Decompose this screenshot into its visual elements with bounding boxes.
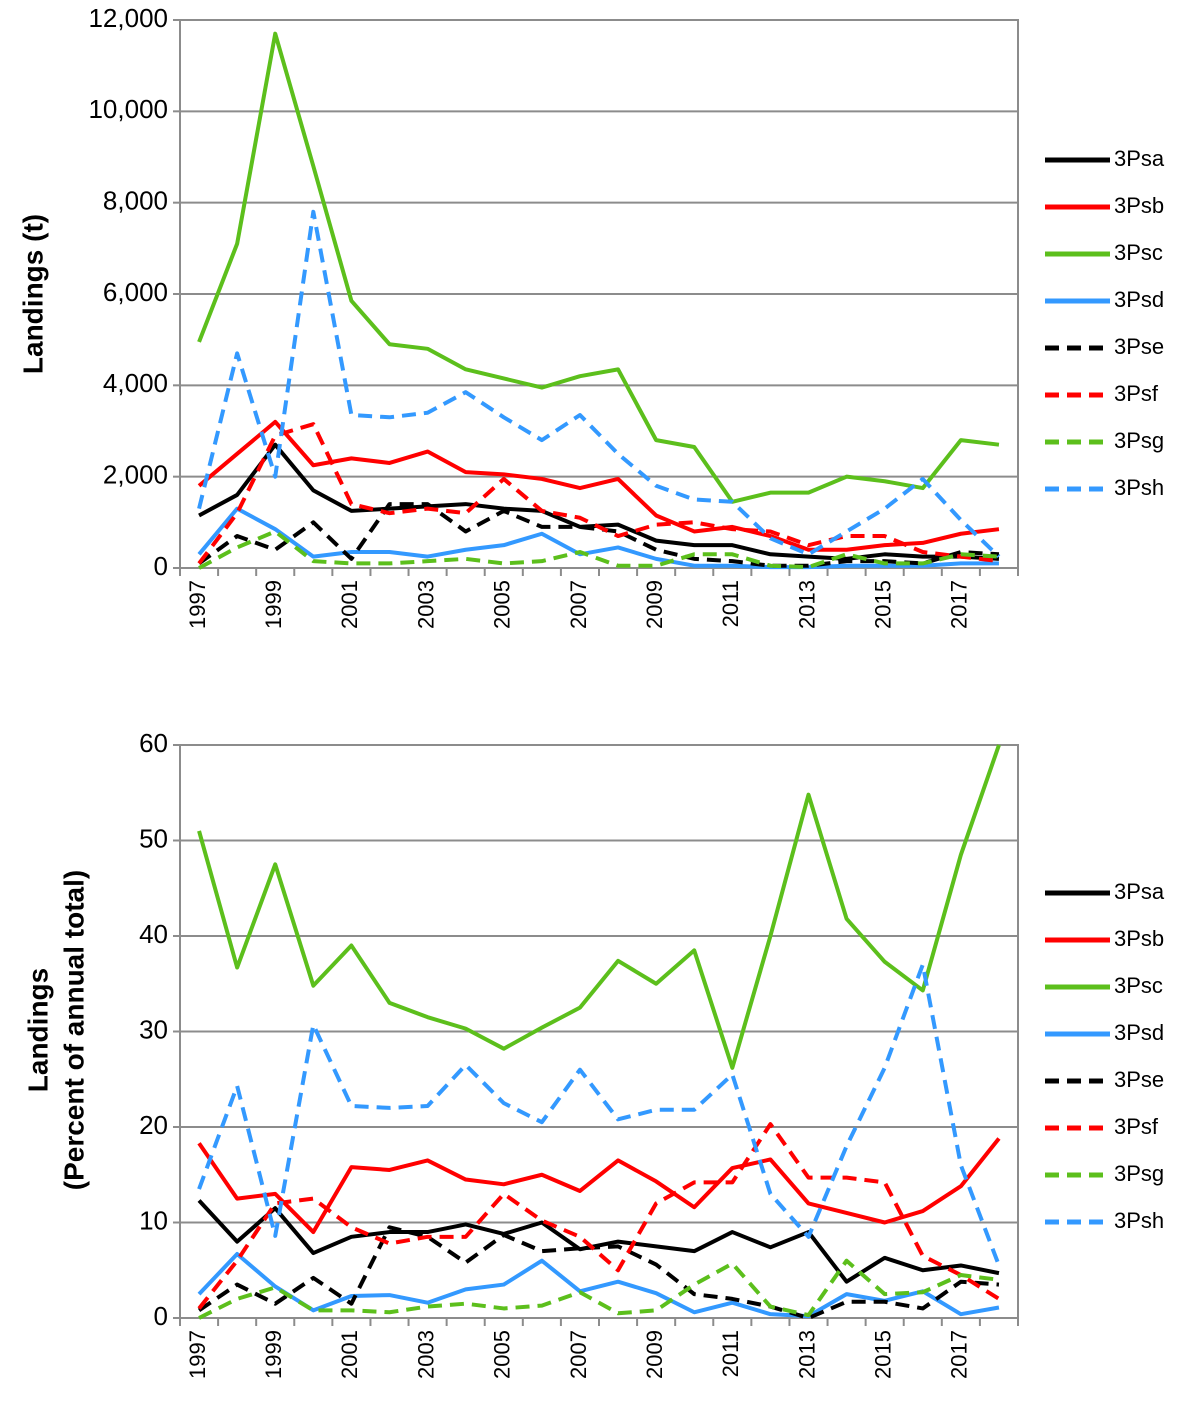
legend-label: 3Psd	[1114, 287, 1164, 312]
series-line	[198, 529, 1000, 570]
x-tick-label: 1997	[185, 580, 210, 629]
series-line	[197, 506, 999, 570]
y-axis-label: (Percent of annual total)	[58, 870, 89, 1190]
legend-label: 3Psh	[1114, 1208, 1164, 1233]
series-line	[197, 1252, 1000, 1319]
x-tick-label: 2001	[337, 1330, 362, 1379]
chart: 0 2,000 4,000 6,000 8,000 10,000 12,000 1997 199…	[17, 3, 1165, 629]
legend-label: 3Psc	[1114, 973, 1163, 998]
x-tick-label: 2007	[566, 1330, 591, 1379]
series-line	[197, 1199, 1000, 1284]
x-tick-label: 1999	[261, 580, 286, 629]
x-tick-label: 1999	[261, 1330, 286, 1379]
y-tick-label: 4,000	[103, 368, 168, 398]
x-tick-label: 2011	[718, 1330, 743, 1377]
series-line	[198, 442, 1000, 561]
chart: 0 10 20 30 40 50 60 1997 1999 2001 2003 2005 2007 200…	[22, 728, 1165, 1379]
x-tick-label: 2015	[870, 1330, 895, 1379]
series-line	[197, 31, 1000, 504]
series-line	[197, 1122, 1001, 1310]
y-tick-label: 30	[139, 1014, 168, 1044]
series-line	[197, 209, 1001, 559]
x-tick-label: 2009	[642, 580, 667, 629]
legend-label: 3Psf	[1114, 381, 1159, 406]
x-tick-label: 2017	[947, 1330, 972, 1379]
series-line	[197, 502, 1000, 568]
x-tick-label: 2013	[794, 1330, 819, 1379]
y-tick-label: 20	[139, 1110, 168, 1140]
legend-label: 3Pse	[1114, 1067, 1164, 1092]
x-tick-label: 2009	[642, 1330, 667, 1379]
y-tick-label: 0	[154, 1301, 168, 1331]
legend-label: 3Psh	[1114, 475, 1164, 500]
x-tick-label: 1997	[185, 1330, 210, 1379]
series-line	[197, 1137, 1001, 1235]
x-tick-label: 2007	[566, 580, 591, 629]
y-tick-label: 0	[154, 551, 168, 581]
series-line	[198, 1258, 1000, 1320]
series-line	[197, 422, 1000, 565]
legend-label: 3Psf	[1114, 1114, 1159, 1139]
y-tick-label: 2,000	[103, 460, 168, 490]
legend-label: 3Psg	[1114, 428, 1164, 453]
x-tick-label: 2003	[413, 580, 438, 629]
y-tick-label: 10	[139, 1205, 168, 1235]
x-tick-label: 2005	[490, 580, 515, 629]
legend-label: 3Psa	[1114, 146, 1165, 171]
y-tick-label: 40	[139, 919, 168, 949]
y-tick-label: 6,000	[103, 277, 168, 307]
y-tick-label: 10,000	[88, 94, 168, 124]
legend-label: 3Pse	[1114, 334, 1164, 359]
y-tick-label: 50	[139, 823, 168, 853]
y-tick-label: 8,000	[103, 186, 168, 216]
legend-label: 3Psb	[1114, 926, 1164, 951]
y-axis-label: Landings	[22, 968, 53, 1092]
series-line	[197, 1225, 1000, 1320]
x-tick-label: 2013	[794, 580, 819, 629]
x-tick-label: 2005	[490, 1330, 515, 1379]
legend-label: 3Psb	[1114, 193, 1164, 218]
x-tick-label: 2003	[413, 1330, 438, 1379]
y-tick-label: 12,000	[88, 3, 168, 33]
x-tick-label: 2015	[870, 580, 895, 629]
series-line	[197, 962, 1001, 1267]
series-line	[197, 744, 1001, 1070]
legend-label: 3Psg	[1114, 1161, 1164, 1186]
y-tick-label: 60	[139, 728, 168, 758]
legend-label: 3Psd	[1114, 1020, 1164, 1045]
y-axis-label: Landings (t)	[17, 214, 48, 374]
x-tick-label: 2011	[718, 580, 743, 627]
x-tick-label: 2001	[337, 580, 362, 629]
x-tick-label: 2017	[947, 580, 972, 629]
legend-label: 3Psa	[1114, 879, 1165, 904]
legend-label: 3Psc	[1114, 240, 1163, 265]
